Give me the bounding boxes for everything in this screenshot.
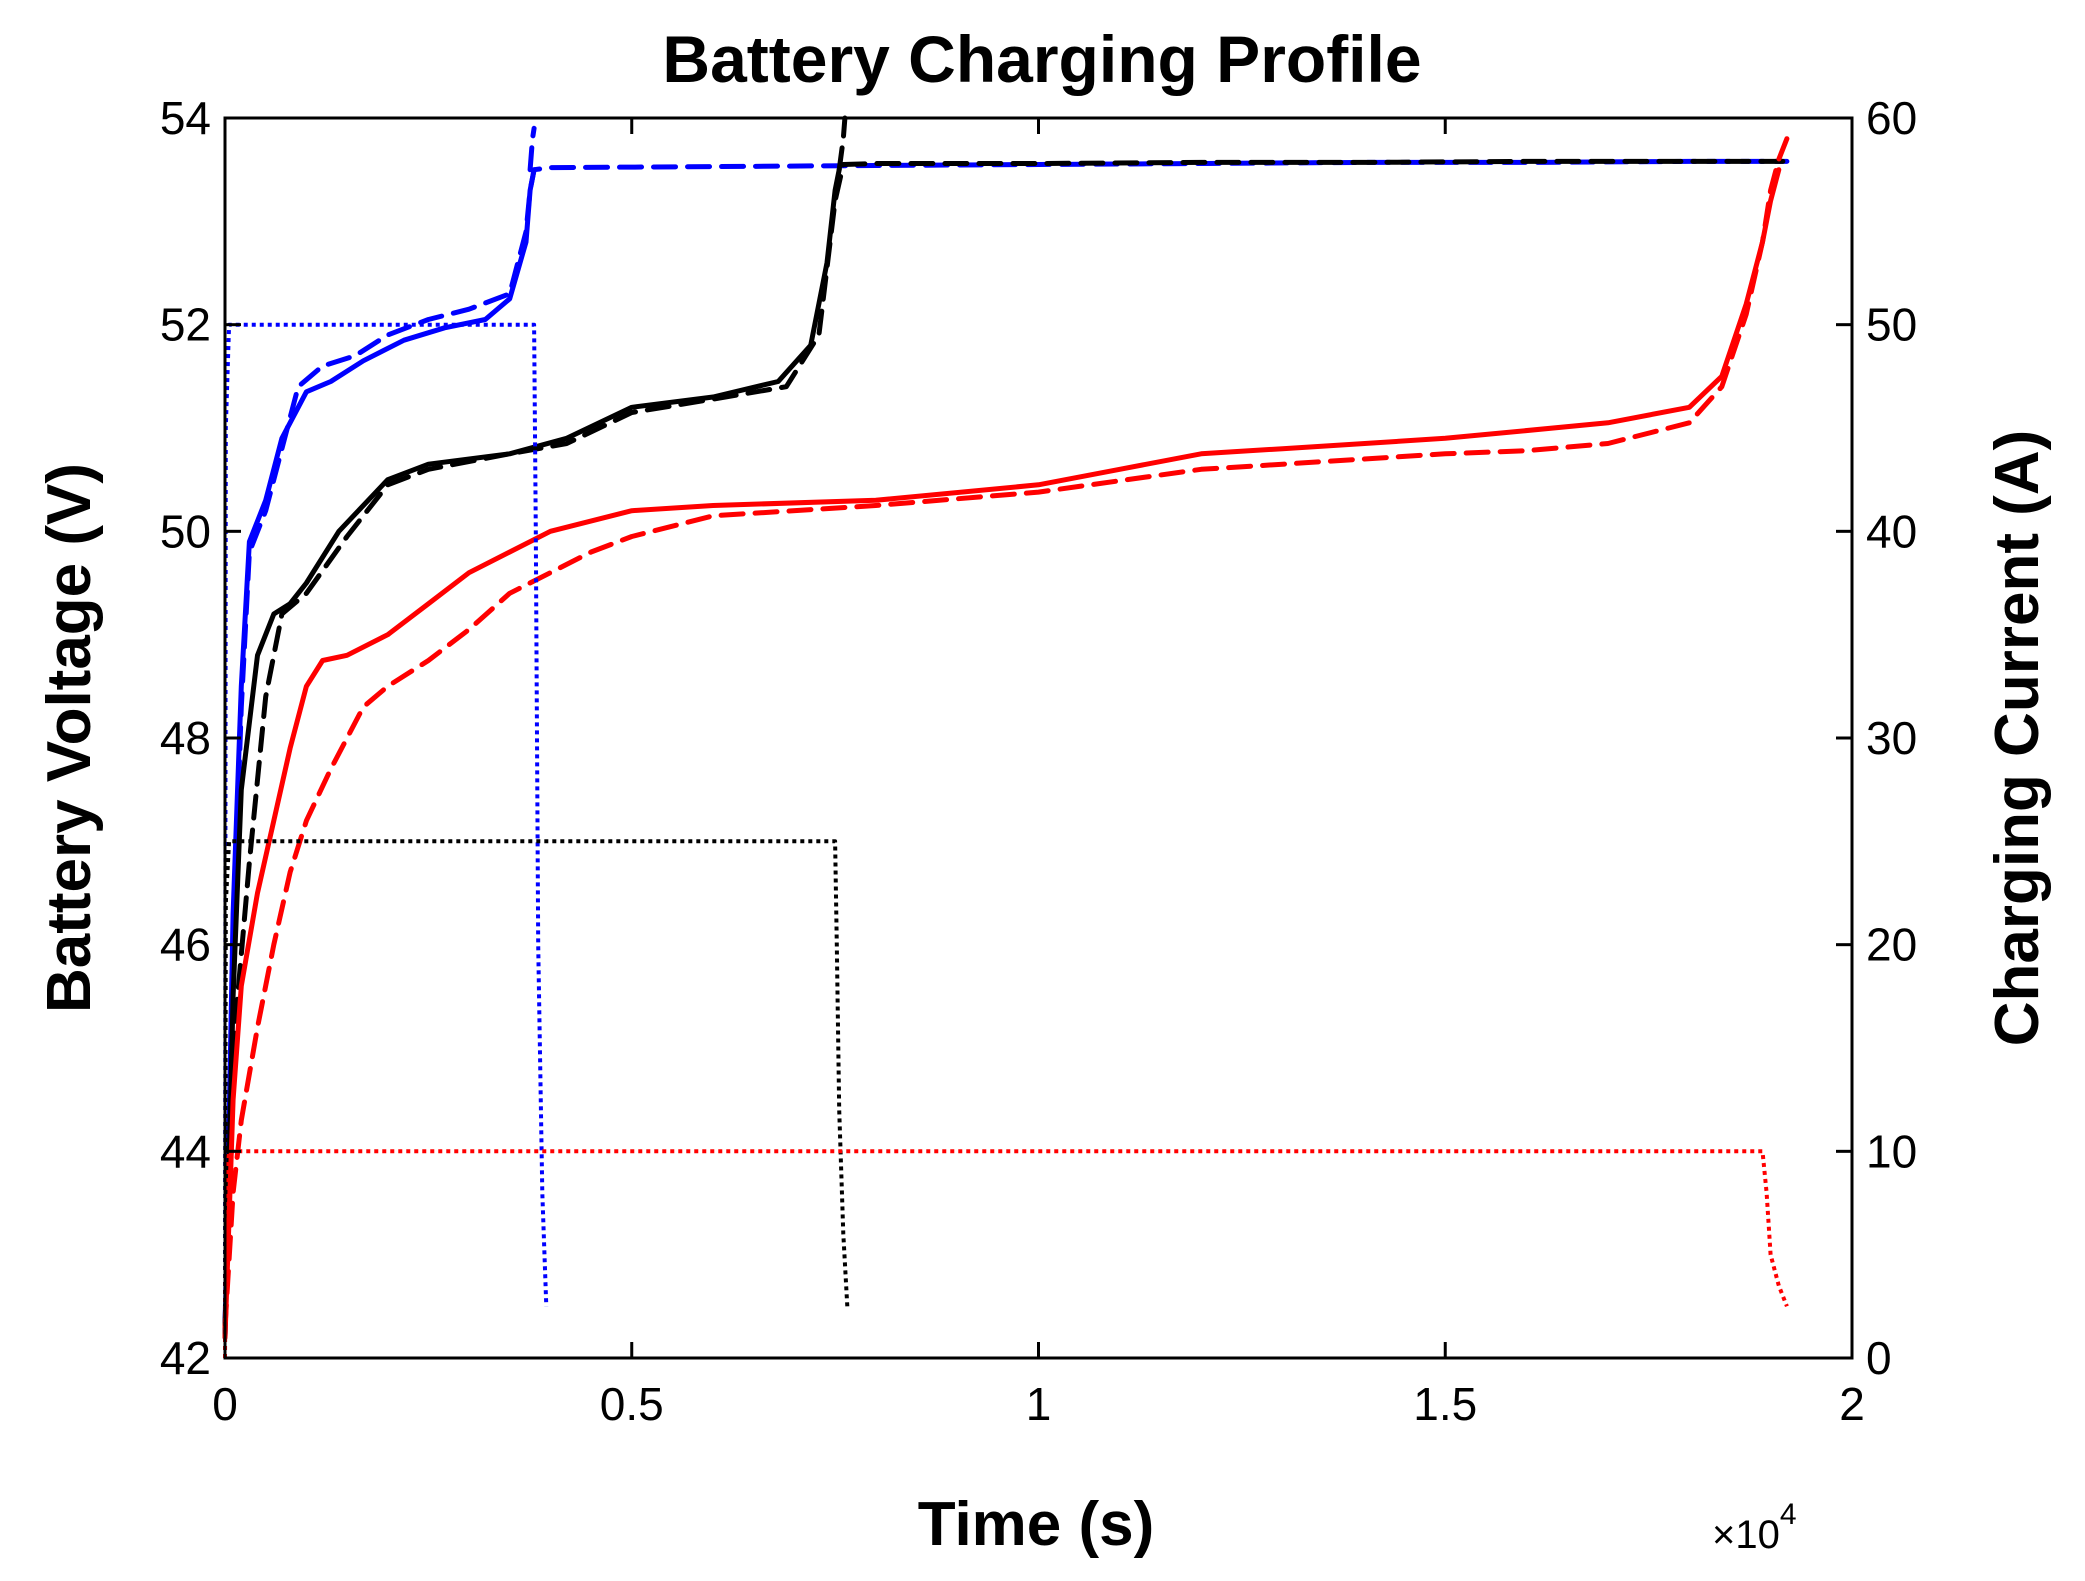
series-line-blue-dotted-8 [223, 322, 549, 1359]
series-line-red-solid-6 [222, 167, 1782, 1340]
series-line-red-dotted-10 [223, 1149, 1789, 1359]
x-tick-label-1: 0.5 [600, 1378, 664, 1430]
y-left-tick-label-1: 44 [160, 1125, 211, 1177]
y-left-tick-label-5: 52 [160, 299, 211, 351]
y-left-tick-label-4: 50 [160, 505, 211, 557]
y-right-tick-label-6: 60 [1866, 92, 1917, 144]
x-axis-label: Time (s) [918, 1490, 1155, 1559]
plot-frame [223, 116, 1854, 1360]
y-right-tick-label-0: 0 [1866, 1332, 1892, 1384]
y-right-tick-label-1: 10 [1866, 1125, 1917, 1177]
x-exponent-power: 4 [1780, 1498, 1797, 1531]
y-right-tick-label-2: 20 [1866, 919, 1917, 971]
x-tick-label-3: 1.5 [1413, 1378, 1477, 1430]
chart-title: Battery Charging Profile [662, 22, 1421, 96]
y-right-tick-label-5: 50 [1866, 299, 1917, 351]
series-layer [222, 115, 1790, 1359]
y-left-tick-label-6: 54 [160, 92, 211, 144]
x-tick-label-0: 0 [212, 1378, 238, 1430]
series-line-red-dashed-7 [222, 136, 1790, 1330]
x-exponent-base: ×10 [1712, 1513, 1780, 1557]
x-axis-exponent: ×104 [1712, 1498, 1797, 1557]
y-left-axis-label: Battery Voltage (V) [35, 463, 104, 1013]
series-line-black-solid-3 [222, 167, 842, 1340]
tick-layer: 0 0.5 1 1.5 2 42 44 46 48 50 52 54 0 10 20 30 40 50 60 [160, 92, 1917, 1430]
series-line-blue-solid-0 [222, 167, 537, 1340]
y-right-tick-label-4: 40 [1866, 505, 1917, 557]
x-tick-label-2: 1 [1026, 1378, 1052, 1430]
series-line-black-dashed-5 [836, 115, 848, 173]
y-left-tick-label-0: 42 [160, 1332, 211, 1384]
y-left-tick-label-2: 46 [160, 919, 211, 971]
series-line-black-dotted-9 [223, 839, 850, 1359]
y-right-tick-label-3: 30 [1866, 712, 1917, 764]
x-tick-label-4: 2 [1839, 1378, 1865, 1430]
y-left-tick-label-3: 48 [160, 712, 211, 764]
series-line-black-dashed-4 [222, 158, 1790, 1330]
series-line-blue-dashed-2 [527, 125, 537, 173]
y-right-axis-label: Charging Current (A) [1983, 430, 2052, 1047]
